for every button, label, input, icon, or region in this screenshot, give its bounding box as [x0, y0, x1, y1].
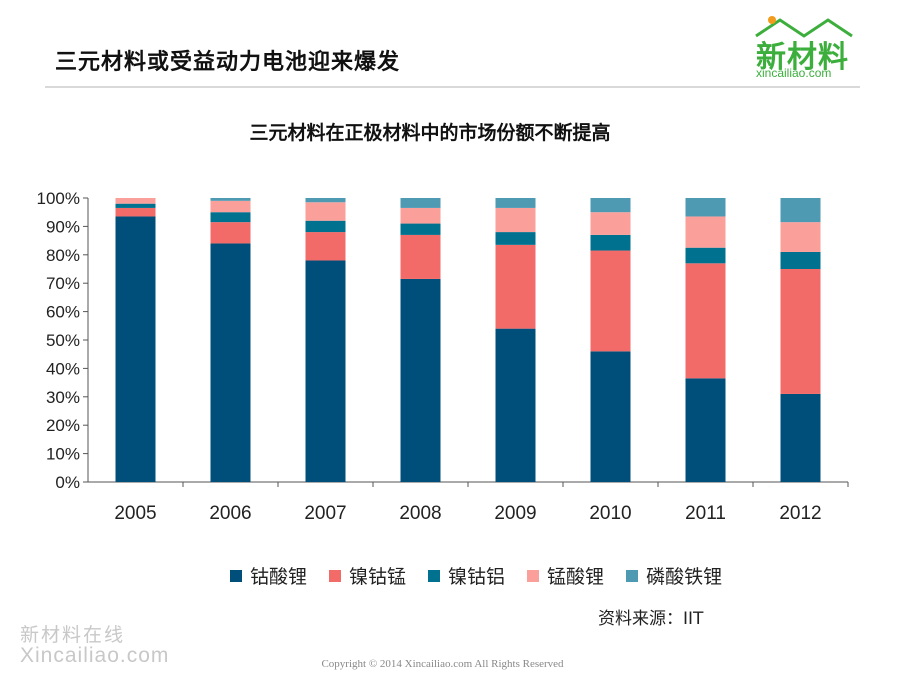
- bar-segment: [495, 244, 536, 329]
- bar-segment: [685, 263, 726, 379]
- legend-swatch: [230, 569, 242, 582]
- y-tick-label: 0%: [55, 473, 80, 492]
- bar-segment: [305, 198, 346, 203]
- bar-segment: [590, 351, 631, 482]
- x-tick-label: 2008: [399, 503, 441, 524]
- bar-segment: [305, 202, 346, 221]
- bar-segment: [400, 223, 441, 235]
- bar-segment: [590, 198, 631, 213]
- legend-item: 镍钴铝: [428, 562, 505, 589]
- bar-segment: [210, 212, 251, 223]
- bar-segment: [210, 200, 251, 213]
- y-tick-label: 70%: [46, 274, 80, 293]
- legend-item: 磷酸铁锂: [626, 562, 722, 589]
- source-note: 资料来源：IIT: [598, 609, 704, 629]
- bar-segment: [685, 378, 726, 482]
- y-tick-label: 10%: [46, 445, 80, 464]
- legend-item: 钴酸锂: [230, 562, 307, 589]
- y-tick-label: 30%: [46, 388, 80, 407]
- bar-segment: [305, 232, 346, 261]
- bar-segment: [210, 222, 251, 244]
- bar-segment: [495, 198, 536, 208]
- y-tick-label: 80%: [46, 246, 80, 265]
- legend-label: 镍钴锰: [349, 566, 407, 588]
- x-tick-label: 2007: [304, 503, 346, 524]
- bar-segment: [115, 198, 156, 204]
- bar-segment: [115, 207, 156, 217]
- legend-label: 锰酸锂: [547, 566, 605, 588]
- bar-segment: [590, 212, 631, 235]
- y-tick-label: 60%: [46, 303, 80, 322]
- legend-swatch: [428, 569, 441, 582]
- bar-segment: [780, 269, 821, 394]
- legend-label: 镍钴铝: [448, 566, 506, 588]
- chart-title: 三元材料在正极材料中的市场份额不断提高: [249, 122, 611, 144]
- chart-legend: 钴酸锂 镍钴锰 镍钴铝 锰酸锂 磷酸铁锂: [230, 562, 722, 589]
- legend-item: 锰酸锂: [527, 562, 604, 589]
- copyright-footer: Copyright © 2014 Xincailiao.com All Righ…: [321, 658, 564, 670]
- legend-swatch: [329, 569, 342, 582]
- bar-segment: [780, 251, 821, 269]
- x-tick-label: 2009: [494, 503, 536, 524]
- bar-segment: [115, 203, 156, 208]
- legend-label: 钴酸锂: [250, 566, 308, 588]
- bar-segment: [495, 207, 536, 233]
- legend-label: 磷酸铁锂: [646, 566, 723, 588]
- y-tick-label: 100%: [37, 189, 80, 208]
- brand-logo: 新材料 xincailiao.com: [742, 14, 872, 84]
- bar-segment: [400, 278, 441, 482]
- slide-title: 三元材料或受益动力电池迎来爆发: [55, 50, 401, 75]
- x-tick-label: 2011: [685, 503, 726, 524]
- x-tick-label: 2005: [114, 503, 156, 524]
- bar-segment: [305, 220, 346, 233]
- x-tick-label: 2010: [589, 503, 631, 524]
- x-tick-label: 2012: [779, 503, 821, 524]
- legend-item: 镍钴锰: [329, 562, 406, 589]
- y-tick-label: 20%: [46, 416, 80, 435]
- bar-segment: [495, 328, 536, 482]
- watermark-en: Xincailiao.com: [20, 644, 170, 667]
- bar-segment: [400, 234, 441, 279]
- bar-segment: [400, 207, 441, 224]
- y-tick-label: 50%: [46, 331, 80, 350]
- house-roof-icon: [755, 16, 853, 38]
- bar-segment: [780, 222, 821, 252]
- bar-segment: [780, 198, 821, 223]
- bar-segment: [685, 198, 726, 217]
- x-tick-label: 2006: [209, 503, 251, 524]
- logo-text: 新材料: [756, 40, 849, 75]
- legend-swatch: [527, 569, 540, 582]
- bar-segment: [590, 250, 631, 352]
- watermark-cn: 新材料在线: [20, 624, 126, 646]
- bar-segment: [780, 393, 821, 482]
- bar-segment: [210, 243, 251, 482]
- bar-segment: [495, 232, 536, 245]
- bar-segment: [115, 216, 156, 482]
- bar-segment: [400, 198, 441, 208]
- logo-domain: xincailiao.com: [756, 66, 832, 80]
- bar-segment: [685, 216, 726, 248]
- bar-segment: [305, 260, 346, 482]
- bar-segment: [590, 234, 631, 251]
- legend-swatch: [626, 569, 639, 582]
- title-divider: [45, 86, 860, 88]
- bar-segment: [685, 247, 726, 264]
- bar-segment: [210, 198, 251, 201]
- y-tick-label: 40%: [46, 359, 80, 378]
- y-tick-label: 90%: [46, 217, 80, 236]
